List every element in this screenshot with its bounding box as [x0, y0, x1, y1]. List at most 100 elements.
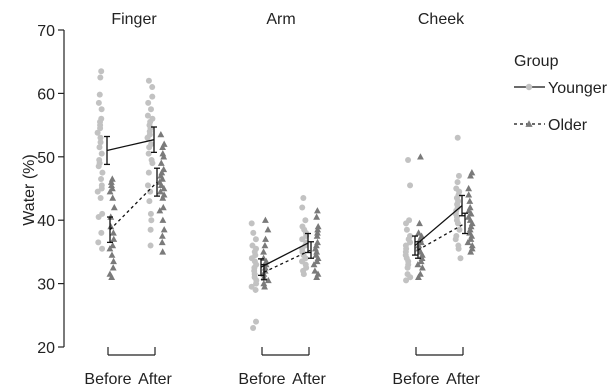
point-older [313, 213, 321, 220]
mean-line-older [263, 249, 312, 273]
point-younger [144, 182, 151, 189]
point-younger [302, 217, 309, 224]
point-younger [407, 274, 414, 281]
point-younger [98, 175, 105, 182]
point-younger [253, 280, 260, 287]
point-older [313, 232, 321, 239]
point-younger [404, 264, 411, 271]
point-older [160, 184, 168, 192]
y-axis-title: Water (%) [21, 154, 38, 225]
point-older [466, 197, 474, 204]
y-tick-label: 40 [37, 213, 55, 230]
legend-title: Group [514, 53, 559, 70]
point-younger [97, 139, 104, 146]
point-younger [454, 179, 461, 186]
point-older [465, 191, 473, 198]
point-older [418, 264, 426, 271]
panel-arm: Arm Before After [238, 11, 326, 388]
point-older [314, 222, 322, 230]
panel-title: Cheek [418, 11, 465, 28]
point-older [467, 248, 475, 255]
point-younger [148, 217, 155, 224]
points [402, 134, 476, 284]
point-older [311, 267, 319, 274]
legend-label-younger: Younger [548, 80, 608, 97]
point-younger [248, 220, 255, 227]
point-younger [299, 236, 306, 243]
point-older [106, 245, 114, 252]
point-older [261, 241, 269, 249]
mean-line-younger [106, 139, 155, 152]
point-younger [144, 112, 151, 119]
point-older [158, 238, 166, 246]
point-younger [145, 77, 152, 84]
point-younger [456, 226, 463, 233]
point-older [417, 257, 425, 265]
panel-title: Arm [266, 11, 295, 28]
point-older [110, 257, 117, 265]
x-tick-label-before: Before [392, 371, 439, 388]
point-younger [250, 324, 257, 331]
point-older [107, 178, 115, 185]
point-older [159, 203, 167, 211]
point-older [262, 235, 269, 242]
mean-line-younger [414, 205, 463, 247]
panel-finger: Finger Before After [84, 11, 172, 388]
point-younger [455, 245, 462, 252]
point-younger [98, 229, 105, 236]
mean-line-older [109, 181, 158, 231]
point-older [157, 131, 165, 138]
point-older [414, 260, 422, 268]
y-tick-label: 50 [37, 150, 55, 167]
point-younger [98, 150, 105, 157]
point-older [157, 188, 164, 195]
legend-marker-triangle [525, 120, 533, 127]
point-younger [403, 226, 410, 233]
x-tick-label-after: After [138, 371, 172, 388]
y-tick-label: 60 [37, 86, 55, 103]
point-younger [94, 129, 101, 136]
panel-title: Finger [111, 11, 157, 28]
point-older [466, 226, 474, 233]
point-younger [149, 93, 156, 100]
x-tick-label-before: Before [238, 371, 285, 388]
point-older [415, 273, 422, 280]
point-older [156, 207, 164, 214]
point-younger [407, 182, 414, 189]
point-older [418, 251, 426, 258]
point-older [310, 260, 318, 268]
point-younger [146, 198, 153, 205]
point-younger [145, 99, 152, 106]
point-younger [253, 318, 260, 325]
point-older [262, 257, 270, 265]
point-younger [252, 286, 259, 293]
point-younger [97, 195, 104, 202]
point-older [415, 241, 423, 249]
point-older [465, 184, 473, 192]
point-younger [252, 236, 259, 243]
point-older [160, 226, 168, 233]
legend: Group Younger Older [514, 53, 608, 134]
point-younger [99, 169, 106, 176]
point-older [110, 235, 118, 242]
panels: Finger Before After Arm Before After Cheek Befo… [84, 11, 480, 388]
point-younger [149, 160, 156, 167]
point-older [108, 251, 116, 258]
x-tick-label-after: After [292, 371, 326, 388]
y-tick-label: 70 [37, 23, 55, 40]
point-younger [144, 134, 151, 141]
point-older [416, 219, 423, 227]
point-younger [452, 236, 459, 243]
point-older [260, 248, 267, 255]
point-older [467, 172, 474, 179]
point-older [261, 216, 269, 223]
point-older [415, 229, 423, 236]
point-older [264, 226, 272, 233]
point-older [159, 216, 167, 223]
point-older [159, 143, 167, 150]
point-younger [97, 134, 104, 141]
point-older [107, 222, 115, 230]
point-younger [98, 68, 105, 75]
point-younger [145, 150, 152, 157]
point-older [261, 283, 268, 290]
